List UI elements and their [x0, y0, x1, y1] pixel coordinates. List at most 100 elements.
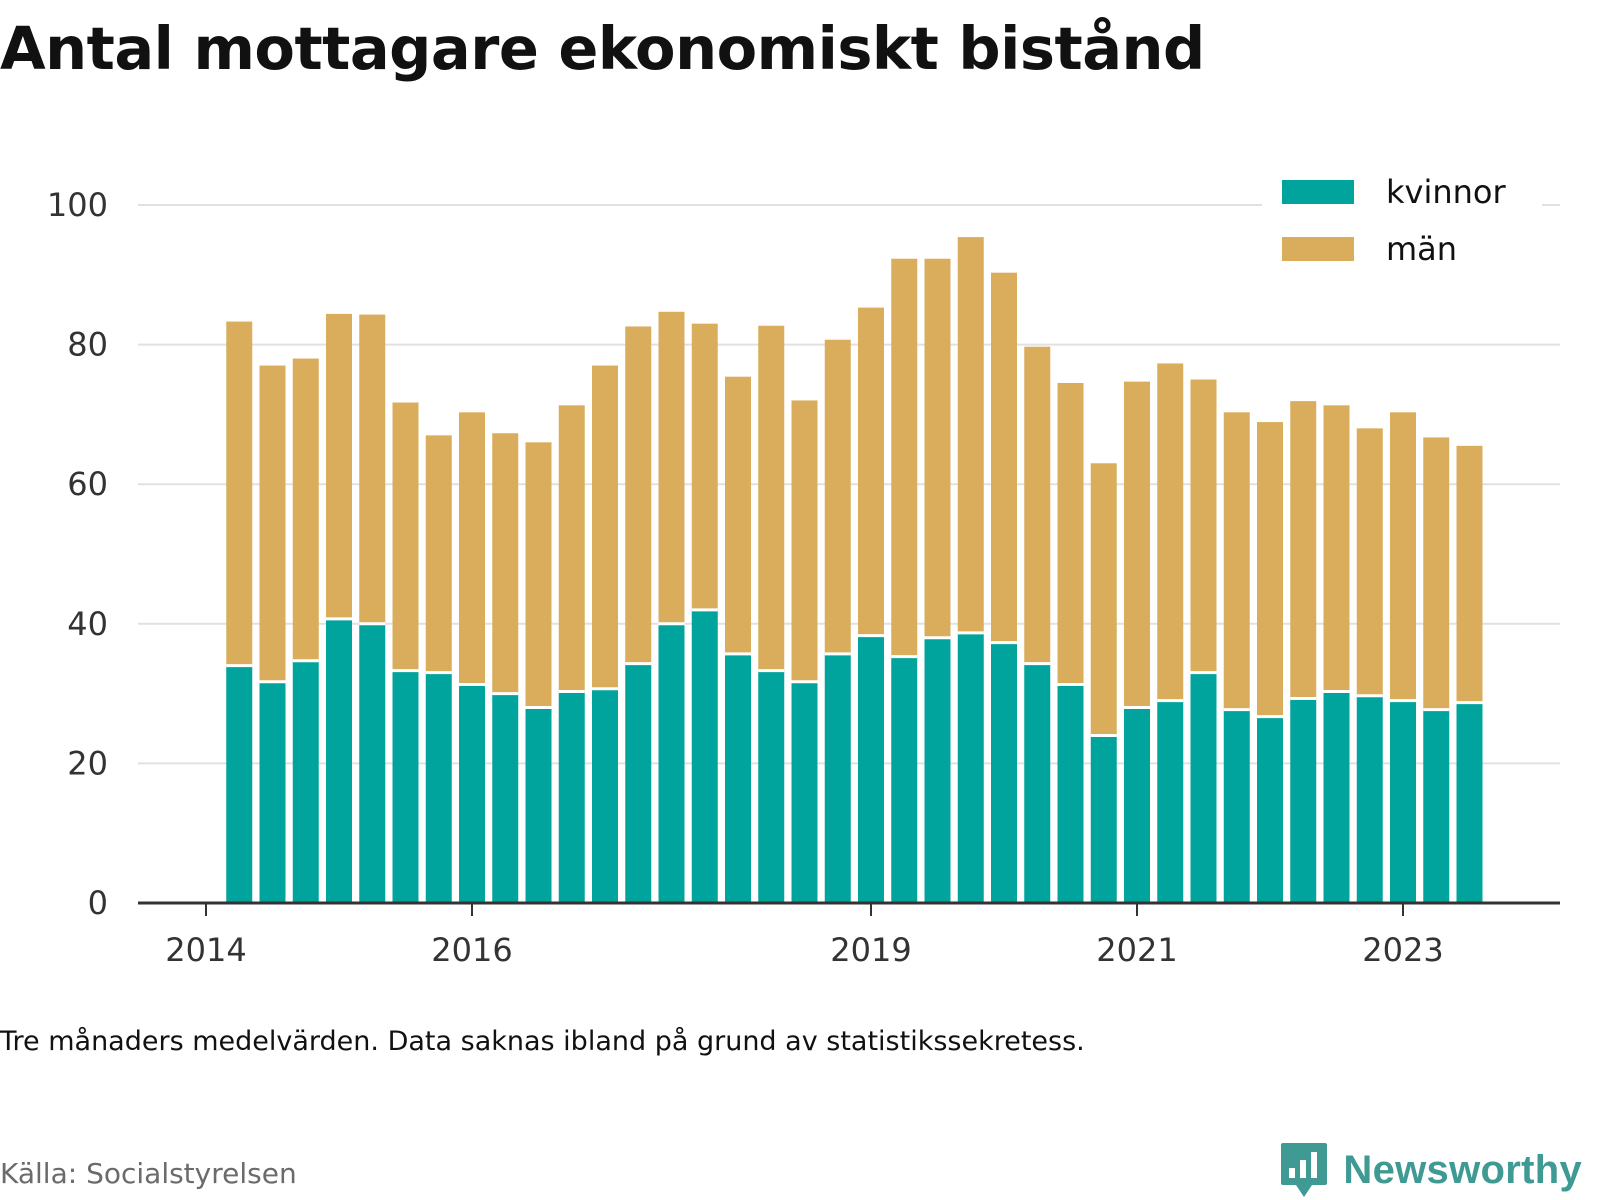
bar-kvinnor	[1190, 672, 1217, 903]
bar-man	[1390, 412, 1416, 701]
bar-man	[957, 237, 984, 633]
bar-kvinnor	[1124, 707, 1150, 903]
bar-kvinnor	[292, 660, 319, 903]
bar-kvinnor	[1390, 700, 1416, 903]
bar-man	[758, 325, 785, 671]
bar-kvinnor	[558, 691, 585, 903]
bar-man	[658, 311, 685, 624]
brand-name: Newsworthy	[1343, 1147, 1582, 1192]
bar-kvinnor	[924, 637, 951, 903]
bar-kvinnor	[791, 681, 818, 903]
bar-man	[1257, 422, 1283, 717]
y-tick-label: 0	[88, 884, 108, 922]
x-tick-label: 2023	[1362, 931, 1443, 969]
bar-man	[326, 313, 352, 619]
legend-swatch	[1282, 237, 1354, 261]
x-axis-ticks: 2014 2016 2019 2021 2023	[165, 903, 1444, 969]
bar-man	[1090, 463, 1117, 736]
bar-man	[858, 307, 884, 636]
bar-kvinnor	[957, 632, 984, 903]
bar-man	[492, 433, 519, 694]
y-tick-label: 100	[47, 186, 108, 224]
bar-kvinnor	[824, 653, 851, 903]
legend-swatch	[1282, 180, 1354, 204]
bar-kvinnor	[592, 688, 618, 903]
bar-man	[1223, 412, 1250, 710]
bar-kvinnor	[1024, 663, 1051, 903]
bar-chart: 0 20 40 60 80 100 2014 2016 2019 2021 2023 kvinno…	[46, 0, 1560, 969]
bar-man	[459, 412, 485, 685]
bars	[226, 0, 1516, 903]
bar-man	[691, 323, 718, 610]
legend-label: kvinnor	[1386, 173, 1507, 211]
bar-kvinnor	[658, 623, 685, 903]
bar-kvinnor	[525, 707, 552, 903]
bar-man	[1356, 428, 1383, 696]
bar-kvinnor	[1157, 700, 1184, 903]
bar-kvinnor	[425, 672, 452, 903]
bar-kvinnor	[758, 670, 785, 903]
bar-man	[425, 435, 452, 673]
bar-man	[1190, 379, 1217, 673]
bar-man	[1423, 437, 1450, 710]
bar-man	[625, 326, 652, 664]
bar-kvinnor	[1090, 735, 1117, 903]
bar-man	[725, 376, 751, 654]
bar-man	[1124, 381, 1150, 708]
bar-kvinnor	[259, 681, 286, 903]
y-axis-ticks: 0 20 40 60 80 100	[47, 186, 108, 922]
bar-kvinnor	[891, 656, 918, 903]
legend: kvinnor män	[1262, 168, 1542, 286]
legend-label: män	[1386, 230, 1457, 268]
bar-kvinnor	[459, 684, 485, 903]
newsworthy-logo-icon	[1281, 1143, 1328, 1197]
bar-kvinnor	[1257, 716, 1283, 903]
chart-note: Tre månaders medelvärden. Data saknas ib…	[0, 1026, 1085, 1057]
bar-kvinnor	[359, 623, 386, 903]
bar-kvinnor	[1057, 684, 1084, 903]
bar-man	[392, 402, 419, 671]
bar-kvinnor	[625, 663, 652, 903]
bar-man	[991, 272, 1017, 643]
bar-man	[259, 365, 286, 682]
bar-kvinnor	[1456, 702, 1483, 903]
bar-kvinnor	[392, 670, 419, 903]
bar-man	[558, 405, 585, 692]
bar-man	[1290, 401, 1317, 699]
bar-man	[924, 258, 951, 638]
bar-kvinnor	[991, 642, 1017, 903]
bar-kvinnor	[1223, 709, 1250, 903]
y-tick-label: 20	[67, 744, 108, 782]
bar-man	[791, 400, 818, 682]
bar-man	[292, 358, 319, 661]
y-tick-label: 80	[67, 326, 108, 364]
bar-kvinnor	[1323, 691, 1350, 903]
x-tick-label: 2014	[165, 931, 246, 969]
bar-man	[592, 365, 618, 689]
bar-man	[1456, 445, 1483, 703]
bar-kvinnor	[1356, 695, 1383, 903]
brand-logo[interactable]: Newsworthy	[1279, 1140, 1582, 1200]
y-tick-label: 40	[67, 605, 108, 643]
bar-man	[1157, 363, 1184, 701]
bar-kvinnor	[492, 693, 519, 903]
bar-man	[359, 314, 386, 624]
bar-man	[226, 321, 253, 666]
bar-kvinnor	[326, 618, 352, 903]
bar-man	[1057, 382, 1084, 685]
y-tick-label: 60	[67, 465, 108, 503]
bar-kvinnor	[1290, 698, 1317, 903]
bar-man	[824, 339, 851, 654]
chart-title: Antal mottagare ekonomiskt bistånd	[0, 14, 1205, 83]
x-tick-label: 2019	[830, 931, 911, 969]
bar-kvinnor	[1423, 709, 1450, 903]
bar-man	[1323, 405, 1350, 692]
bar-kvinnor	[858, 635, 884, 903]
bar-kvinnor	[725, 653, 751, 903]
bar-kvinnor	[226, 665, 253, 903]
x-tick-label: 2021	[1096, 931, 1177, 969]
x-tick-label: 2016	[431, 931, 512, 969]
bar-man	[891, 258, 918, 657]
bar-man	[1024, 346, 1051, 664]
bar-kvinnor	[691, 609, 718, 903]
